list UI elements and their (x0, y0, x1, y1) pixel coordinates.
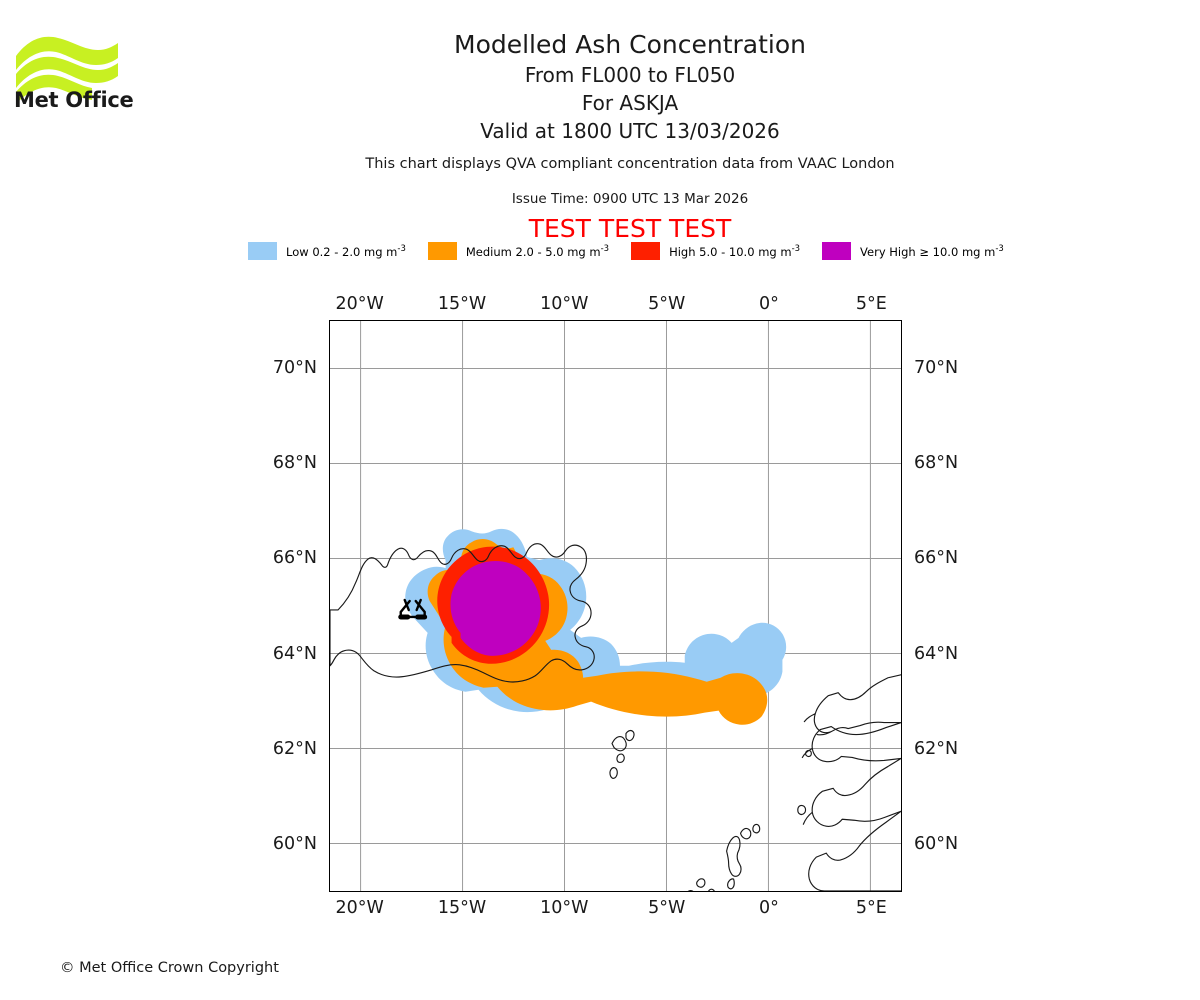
coastline-orkney-3 (707, 888, 715, 891)
lon-tick-bottom-0: 20°W (335, 898, 384, 918)
title-block: Modelled Ash Concentration From FL000 to… (260, 28, 1000, 145)
coastline-faroe-3 (616, 753, 625, 764)
lat-tick-right-2: 64°N (914, 643, 959, 664)
lat-tick-right-4: 68°N (914, 453, 959, 473)
lon-tick-top-4: 0° (759, 294, 779, 314)
legend-label-very-high: Very High ≥ 10.0 mg m-3 (860, 243, 1004, 259)
page-title: Modelled Ash Concentration (454, 30, 806, 59)
ash-plume-contours (405, 528, 787, 725)
lat-tick-left-1: 62°N (272, 739, 317, 759)
lat-tick-right-0: 60°N (914, 834, 959, 855)
legend-swatch-low (248, 242, 277, 260)
legend-item-very-high: Very High ≥ 10.0 mg m-3 (822, 242, 1004, 260)
lon-tick-top-0: 20°W (335, 294, 384, 314)
lon-tick-bottom-4: 0° (759, 898, 779, 918)
legend-item-high: High 5.0 - 10.0 mg m-3 (631, 242, 800, 260)
lat-tick-right-5: 70°N (914, 357, 959, 378)
met-office-logo-text: Met Office (14, 88, 134, 112)
legend-swatch-very-high (822, 242, 852, 260)
coastline-shetland-tail (727, 878, 735, 890)
coastline-norway-island-1 (805, 749, 812, 758)
lat-tick-left-2: 64°N (272, 643, 317, 664)
coastline-norway (801, 674, 901, 891)
lon-tick-top-5: 5°E (855, 294, 887, 314)
lon-tick-bottom-5: 5°E (855, 898, 887, 918)
lon-tick-top-3: 5°W (648, 294, 686, 314)
coastline-faroe-1 (611, 735, 627, 752)
legend-label-low: Low 0.2 - 2.0 mg m-3 (286, 243, 406, 259)
lon-tick-top-2: 10°W (540, 294, 589, 314)
lat-tick-left-5: 70°N (272, 357, 317, 378)
chart-note: This chart displays QVA compliant concen… (365, 156, 895, 172)
ash-concentration-map[interactable] (329, 320, 902, 892)
met-office-logo (14, 30, 124, 120)
concentration-legend: Low 0.2 - 2.0 mg m-3 Medium 2.0 - 5.0 mg… (248, 240, 1004, 262)
lon-tick-bottom-2: 10°W (540, 898, 589, 918)
coastline-shetland-north (739, 827, 752, 840)
subtitle-volcano: For ASKJA (581, 91, 679, 115)
lat-tick-left-0: 60°N (272, 834, 317, 855)
copyright-footer: © Met Office Crown Copyright (60, 960, 279, 976)
lon-tick-bottom-1: 15°W (437, 898, 487, 918)
subtitle-valid-time: Valid at 1800 UTC 13/03/2026 (480, 119, 780, 143)
legend-item-medium: Medium 2.0 - 5.0 mg m-3 (427, 242, 610, 260)
coastline-faroe-4 (609, 767, 618, 779)
lat-tick-left-4: 68°N (272, 453, 317, 473)
coastline-iceland (330, 543, 595, 683)
lat-tick-right-3: 66°N (914, 548, 959, 569)
ash-contour-very-high (450, 561, 541, 656)
legend-item-low: Low 0.2 - 2.0 mg m-3 (248, 242, 406, 260)
coastline-norway-island-2 (797, 804, 807, 816)
lat-tick-left-3: 66°N (272, 548, 317, 569)
test-banner: TEST TEST TEST (528, 214, 732, 243)
legend-label-medium: Medium 2.0 - 5.0 mg m-3 (465, 243, 610, 259)
volcano-marker-icon (398, 598, 428, 620)
coastline-shetland (726, 835, 742, 877)
subtitle-flight-levels: From FL000 to FL050 (524, 63, 736, 87)
lon-tick-bottom-3: 5°W (648, 898, 686, 918)
coastlines (330, 543, 901, 891)
legend-swatch-medium (427, 242, 457, 260)
coastline-shetland-small (752, 823, 761, 834)
lat-tick-right-1: 62°N (914, 739, 959, 759)
lon-tick-top-1: 15°W (437, 294, 487, 314)
issue-time: Issue Time: 0900 UTC 13 Mar 2026 (511, 191, 749, 207)
coastline-orkney-2 (696, 878, 706, 888)
legend-swatch-high (631, 242, 661, 260)
coastline-faroe-2 (625, 729, 635, 742)
legend-label-high: High 5.0 - 10.0 mg m-3 (669, 243, 801, 259)
